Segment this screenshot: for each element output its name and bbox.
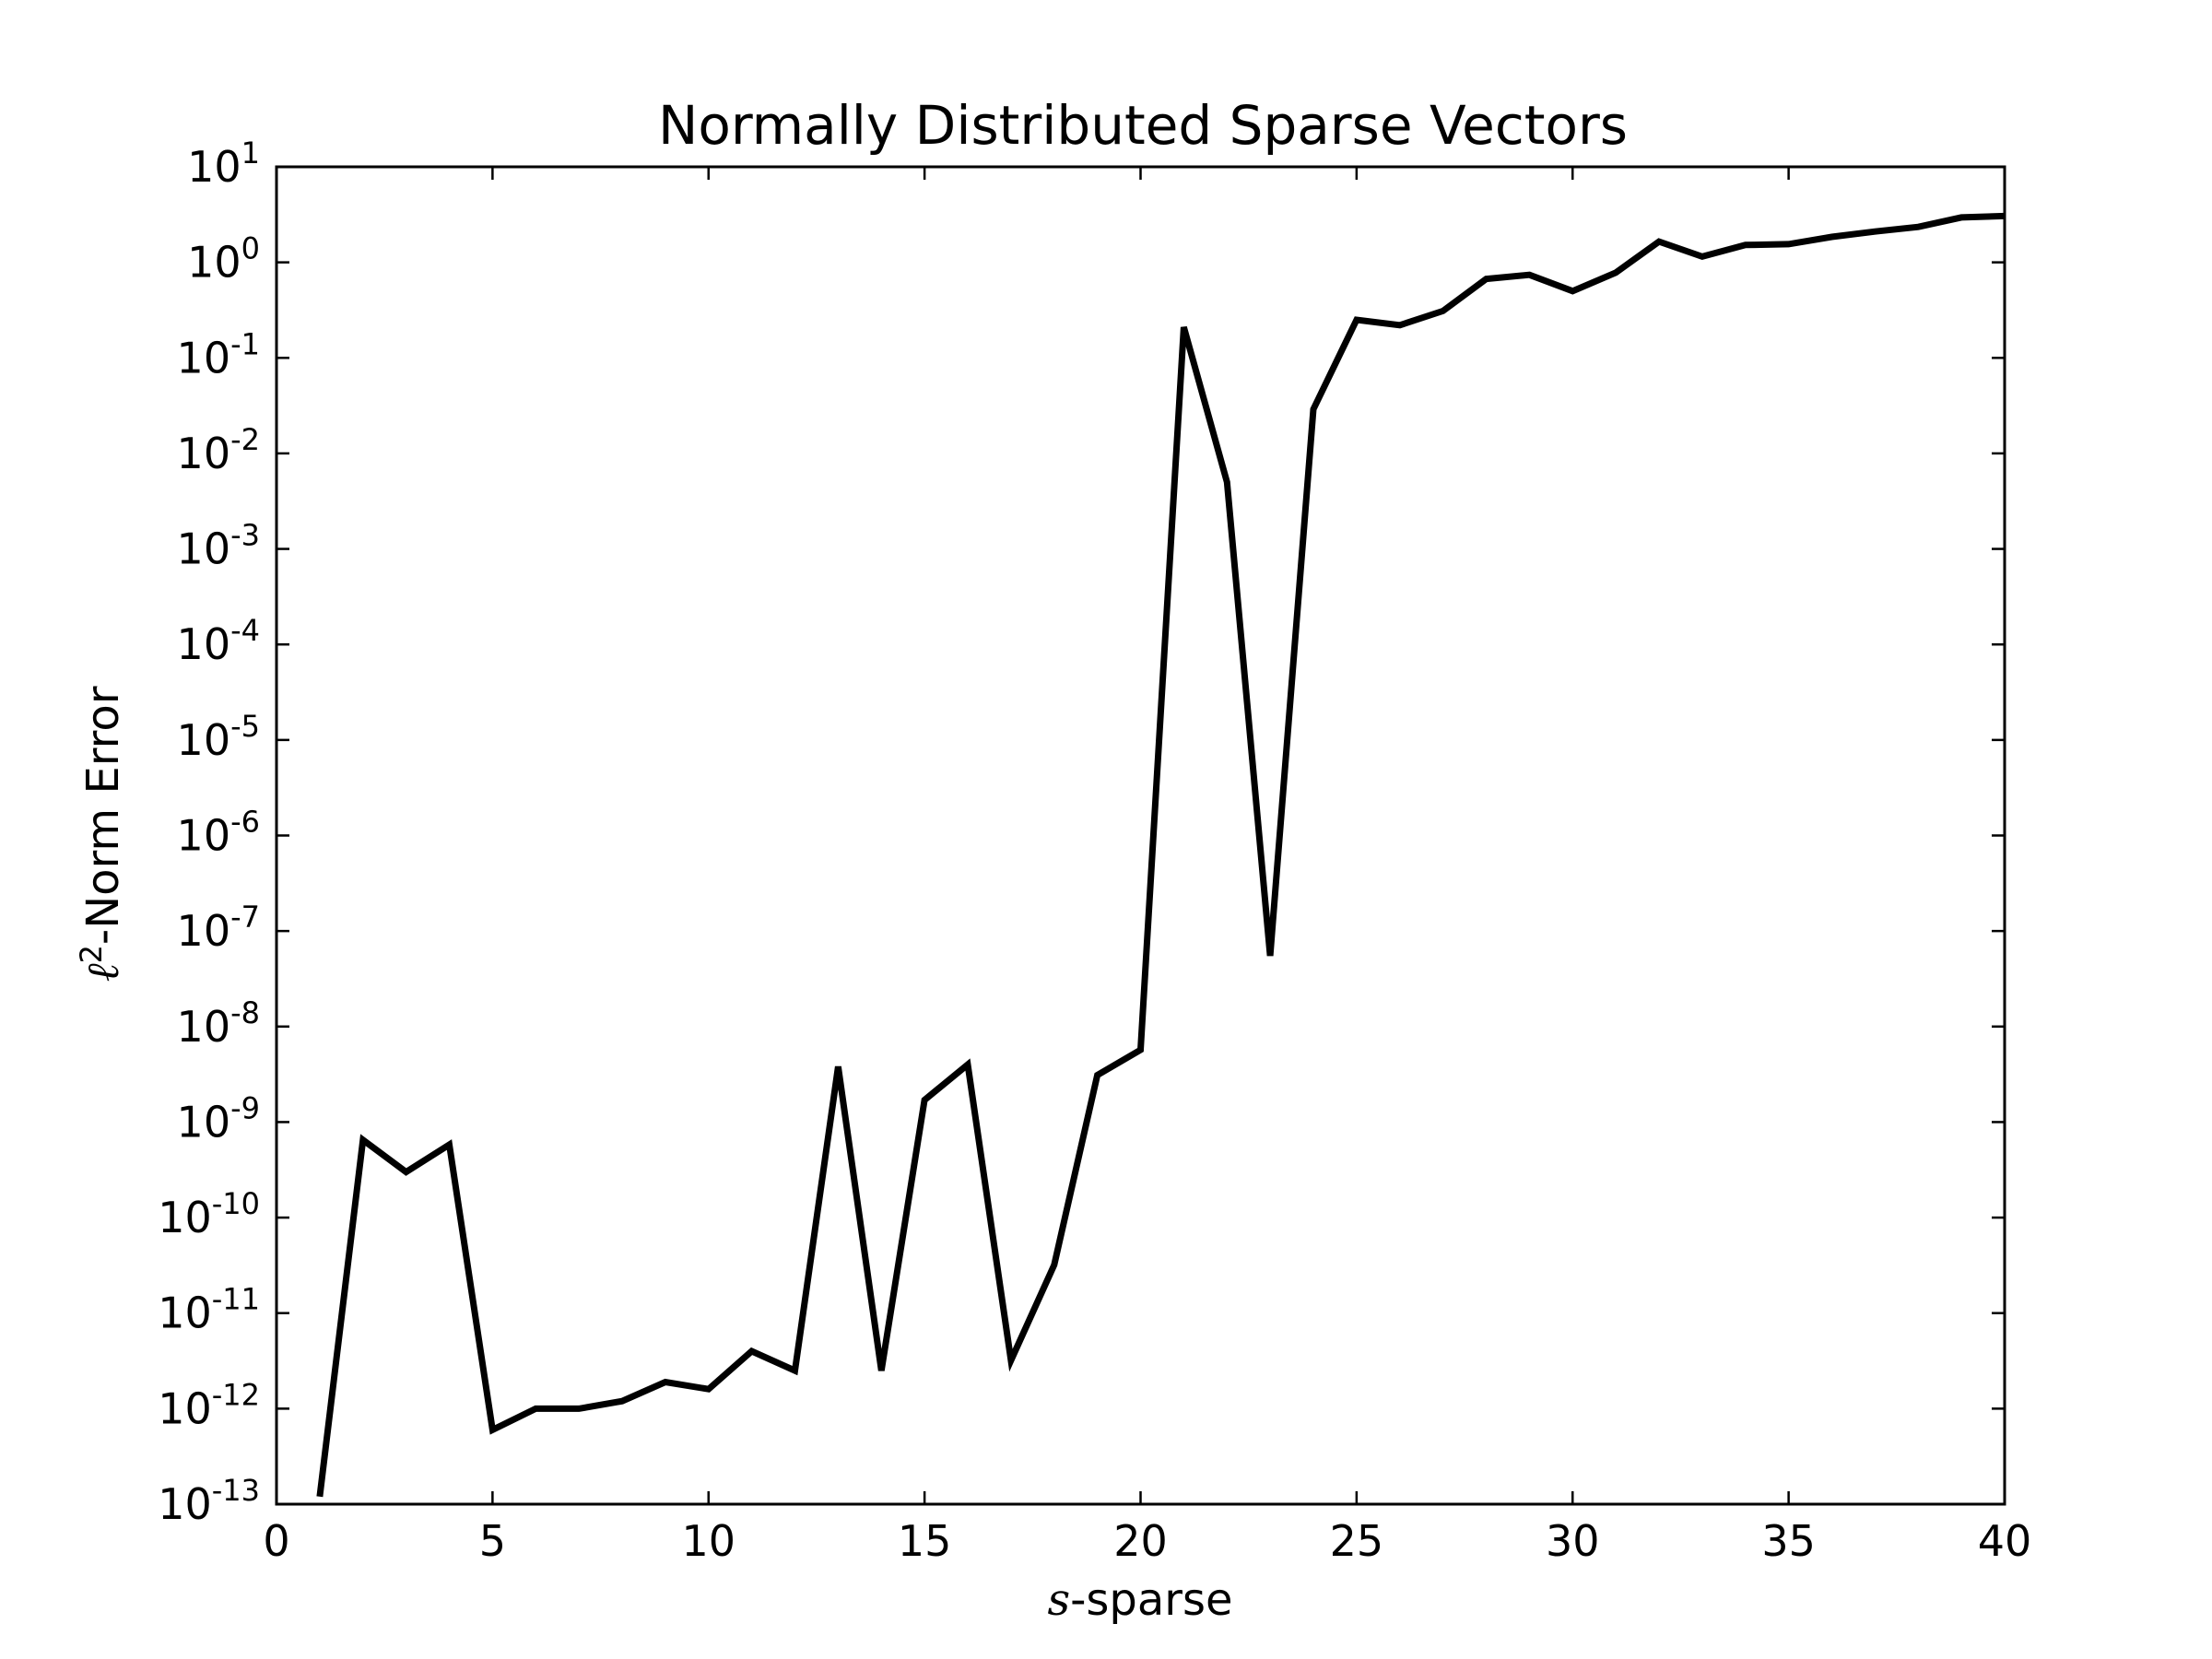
y-tick-label: 10-8 bbox=[177, 995, 260, 1052]
y-tick-label: 10-6 bbox=[177, 805, 260, 861]
x-tick-label: 25 bbox=[1330, 1516, 1384, 1566]
x-tick-label: 35 bbox=[1761, 1516, 1816, 1566]
y-tick-label: 10-5 bbox=[177, 709, 260, 765]
y-tick-label: 101 bbox=[187, 135, 260, 192]
chart-title: Normally Distributed Sparse Vectors bbox=[658, 94, 1628, 157]
y-tick-label: 10-9 bbox=[177, 1090, 260, 1147]
y-tick-label: 100 bbox=[187, 231, 260, 288]
x-axis-label: s-sparse bbox=[1047, 1574, 1232, 1626]
y-tick-label: 10-3 bbox=[177, 518, 260, 574]
y-tick-label: 10-1 bbox=[177, 326, 260, 382]
y-tick-label: 10-12 bbox=[158, 1377, 260, 1433]
y-tick-label: 10-11 bbox=[158, 1282, 260, 1338]
y-tick-label: 10-2 bbox=[177, 422, 260, 478]
y-tick-label: 10-4 bbox=[177, 613, 260, 669]
x-tick-label: 20 bbox=[1113, 1516, 1168, 1566]
y-axis-ticks: 101 100 10-1 10-2 10-3 10-4 10-5 10-6 10-7 10-8 10… bbox=[158, 135, 2005, 1529]
y-tick-label: 10-13 bbox=[158, 1473, 260, 1529]
x-tick-label: 30 bbox=[1546, 1516, 1600, 1566]
x-tick-label: 5 bbox=[479, 1516, 506, 1566]
y-tick-label: 10-10 bbox=[158, 1186, 260, 1242]
x-tick-label: 10 bbox=[681, 1516, 735, 1566]
x-tick-label: 40 bbox=[1978, 1516, 2032, 1566]
y-axis-label: ℓ2-Norm Error bbox=[74, 686, 129, 982]
x-tick-label: 15 bbox=[898, 1516, 952, 1566]
x-axis-ticks: 0 5 10 15 20 25 30 35 40 bbox=[263, 167, 2031, 1566]
y-tick-label: 10-7 bbox=[177, 900, 260, 956]
series-line bbox=[316, 212, 2006, 1498]
plot-frame bbox=[275, 165, 2006, 1506]
x-tick-label: 0 bbox=[263, 1516, 289, 1566]
